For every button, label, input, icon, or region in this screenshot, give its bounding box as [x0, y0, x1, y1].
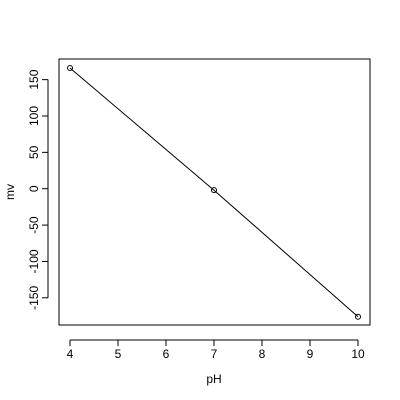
- series-layer: [67, 65, 361, 320]
- data-point: [355, 313, 361, 320]
- x-axis: 4 5 6 7 8 9 10: [67, 339, 365, 361]
- y-tick-label: 0: [27, 185, 41, 192]
- x-tick-label: 8: [259, 347, 266, 361]
- x-axis-label: pH: [206, 372, 221, 386]
- y-tick-label: -50: [27, 216, 41, 234]
- x-tick-label: 6: [163, 347, 170, 361]
- x-tick-label: 7: [211, 347, 218, 361]
- y-tick-label: 150: [27, 69, 41, 89]
- x-tick-label: 9: [307, 347, 314, 361]
- y-axis-label: mv: [3, 184, 17, 200]
- x-tick-label: 10: [351, 347, 365, 361]
- y-tick-label: -150: [27, 285, 41, 309]
- y-axis: -150 -100 -50 0 50 100 150: [27, 69, 49, 310]
- y-tick-label: -100: [27, 249, 41, 273]
- data-point: [67, 65, 73, 71]
- x-tick-label: 5: [115, 347, 122, 361]
- y-tick-label: 50: [27, 145, 41, 159]
- data-point: [211, 187, 217, 194]
- plot-box: [58, 58, 371, 326]
- y-tick-label: 100: [27, 106, 41, 126]
- x-tick-label: 4: [67, 347, 74, 361]
- series-line: [69, 67, 359, 318]
